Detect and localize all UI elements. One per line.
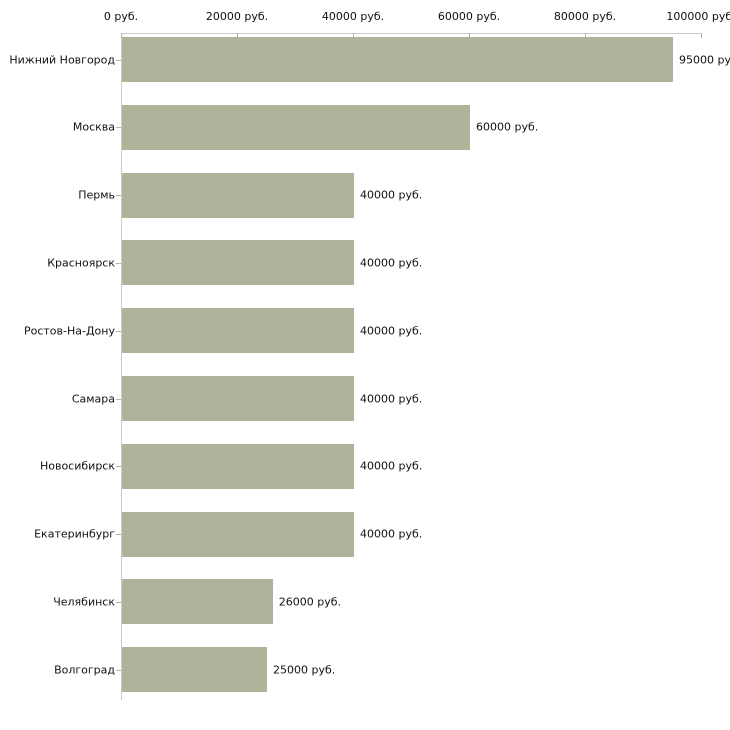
bar <box>122 172 354 218</box>
bar <box>122 104 470 150</box>
category-tick-mark <box>116 59 121 61</box>
category-label: Нижний Новгород <box>9 53 115 66</box>
bar <box>122 308 354 354</box>
bar-value-label: 95000 руб. <box>679 53 730 66</box>
category-tick-mark <box>116 330 121 332</box>
category-tick-mark <box>116 534 121 536</box>
category-label: Новосибирск <box>39 459 115 473</box>
category-label: Ростов-На-Дону <box>23 324 115 338</box>
category-tick-mark <box>116 262 121 264</box>
category-label: Самара <box>71 392 115 405</box>
category-label: Волгоград <box>54 663 115 677</box>
category-label: Красноярск <box>47 256 115 270</box>
bar-value-label: 60000 руб. <box>476 120 539 134</box>
bar-value-label: 40000 руб. <box>360 527 423 541</box>
y-axis-line <box>121 33 122 700</box>
bar <box>122 376 354 421</box>
category-label: Пермь <box>78 188 115 202</box>
x-axis-tick-mark <box>701 33 702 38</box>
bar-value-label: 40000 руб. <box>360 324 423 338</box>
x-axis-tick-mark <box>237 33 238 38</box>
x-axis-tick-label: 0 руб. <box>103 10 139 23</box>
bar-value-label: 40000 руб. <box>360 188 423 202</box>
category-label: Екатеринбург <box>34 527 115 541</box>
x-axis-tick-mark <box>585 33 586 38</box>
x-axis-tick-mark <box>469 33 470 38</box>
x-axis-line <box>121 33 701 34</box>
category-tick-mark <box>116 466 121 468</box>
x-axis-tick-label: 60000 руб. <box>437 10 501 23</box>
bar <box>122 443 354 489</box>
x-axis-tick-label: 80000 руб. <box>553 10 617 23</box>
x-axis-tick-label: 100000 руб. <box>666 10 730 23</box>
bar <box>122 240 354 286</box>
category-label: Москва <box>72 120 115 134</box>
category-tick-mark <box>116 669 121 671</box>
x-axis-tick-label: 20000 руб. <box>205 10 269 23</box>
bar-value-label: 40000 руб. <box>360 256 423 270</box>
bar <box>122 579 273 625</box>
category-label: Челябинск <box>53 595 115 609</box>
category-tick-mark <box>116 601 121 603</box>
bar-value-label: 40000 руб. <box>360 459 423 473</box>
bar-value-label: 25000 руб. <box>273 663 336 677</box>
category-tick-mark <box>116 195 121 197</box>
x-axis-tick-mark <box>121 33 122 38</box>
category-tick-mark <box>116 398 121 400</box>
bar-value-label: 26000 руб. <box>278 595 342 609</box>
x-axis-tick-mark <box>353 33 354 38</box>
bar-value-label: 40000 руб. <box>360 392 423 405</box>
bar <box>122 647 267 693</box>
bar <box>122 37 673 82</box>
category-tick-mark <box>116 127 121 129</box>
x-axis-tick-label: 40000 руб. <box>321 10 385 23</box>
bar <box>122 511 354 557</box>
